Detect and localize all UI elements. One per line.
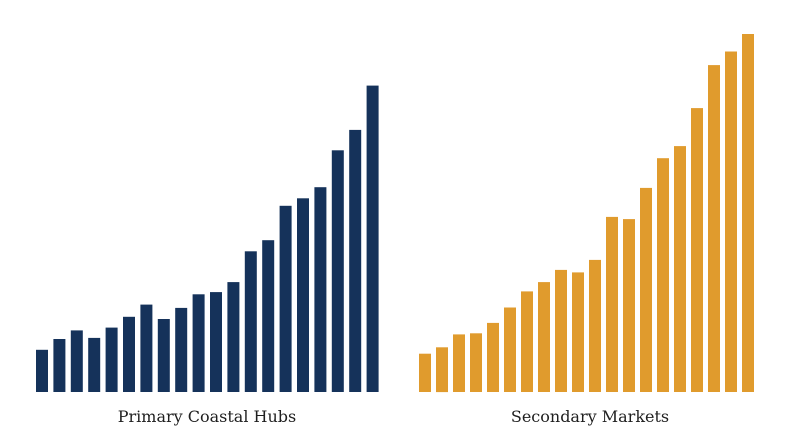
bar-primary-9: [175, 307, 188, 392]
bar-secondary-9: [555, 269, 567, 392]
bar-primary-13: [244, 251, 257, 392]
bar-secondary-15: [657, 158, 669, 392]
bar-primary-8: [157, 319, 170, 392]
bar-secondary-6: [504, 307, 516, 392]
bar-secondary-14: [640, 187, 652, 392]
bar-group-secondary: [419, 34, 754, 393]
bar-secondary-1: [419, 353, 431, 392]
bar-secondary-10: [572, 272, 584, 392]
bar-primary-19: [349, 129, 362, 392]
bar-primary-2: [53, 339, 66, 392]
bar-primary-5: [105, 327, 118, 392]
bar-secondary-8: [538, 282, 550, 392]
bar-primary-1: [36, 349, 48, 392]
bar-primary-16: [297, 198, 309, 392]
bar-primary-10: [192, 294, 205, 392]
bar-primary-15: [279, 205, 292, 392]
bar-secondary-7: [521, 291, 533, 392]
bar-secondary-11: [589, 259, 601, 392]
bar-primary-3: [70, 330, 83, 392]
bar-primary-20: [366, 85, 379, 392]
bar-secondary-4: [470, 333, 482, 392]
bar-secondary-2: [436, 347, 448, 393]
bar-secondary-17: [691, 108, 703, 392]
bar-secondary-12: [606, 216, 618, 392]
bar-secondary-3: [453, 334, 465, 392]
bar-secondary-5: [487, 322, 499, 392]
bar-primary-17: [314, 187, 327, 392]
bar-secondary-16: [674, 146, 686, 392]
bar-secondary-13: [623, 219, 635, 392]
bar-primary-14: [262, 240, 275, 392]
bar-primary-18: [331, 150, 344, 392]
bar-primary-4: [88, 337, 101, 392]
bar-group-primary: [36, 85, 379, 392]
panel-title-secondary: Secondary Markets: [511, 407, 669, 426]
bar-primary-7: [140, 304, 153, 392]
chart-panel-primary-coastal-hubs: Primary Coastal Hubs: [36, 85, 379, 426]
bar-secondary-19: [725, 51, 737, 392]
panel-title-primary: Primary Coastal Hubs: [118, 407, 297, 426]
bar-secondary-20: [742, 34, 754, 392]
bar-secondary-18: [708, 65, 720, 392]
bar-primary-12: [227, 282, 240, 392]
chart-panel-secondary-markets: Secondary Markets: [419, 34, 754, 426]
bar-primary-11: [210, 292, 222, 392]
bar-primary-6: [123, 316, 135, 392]
